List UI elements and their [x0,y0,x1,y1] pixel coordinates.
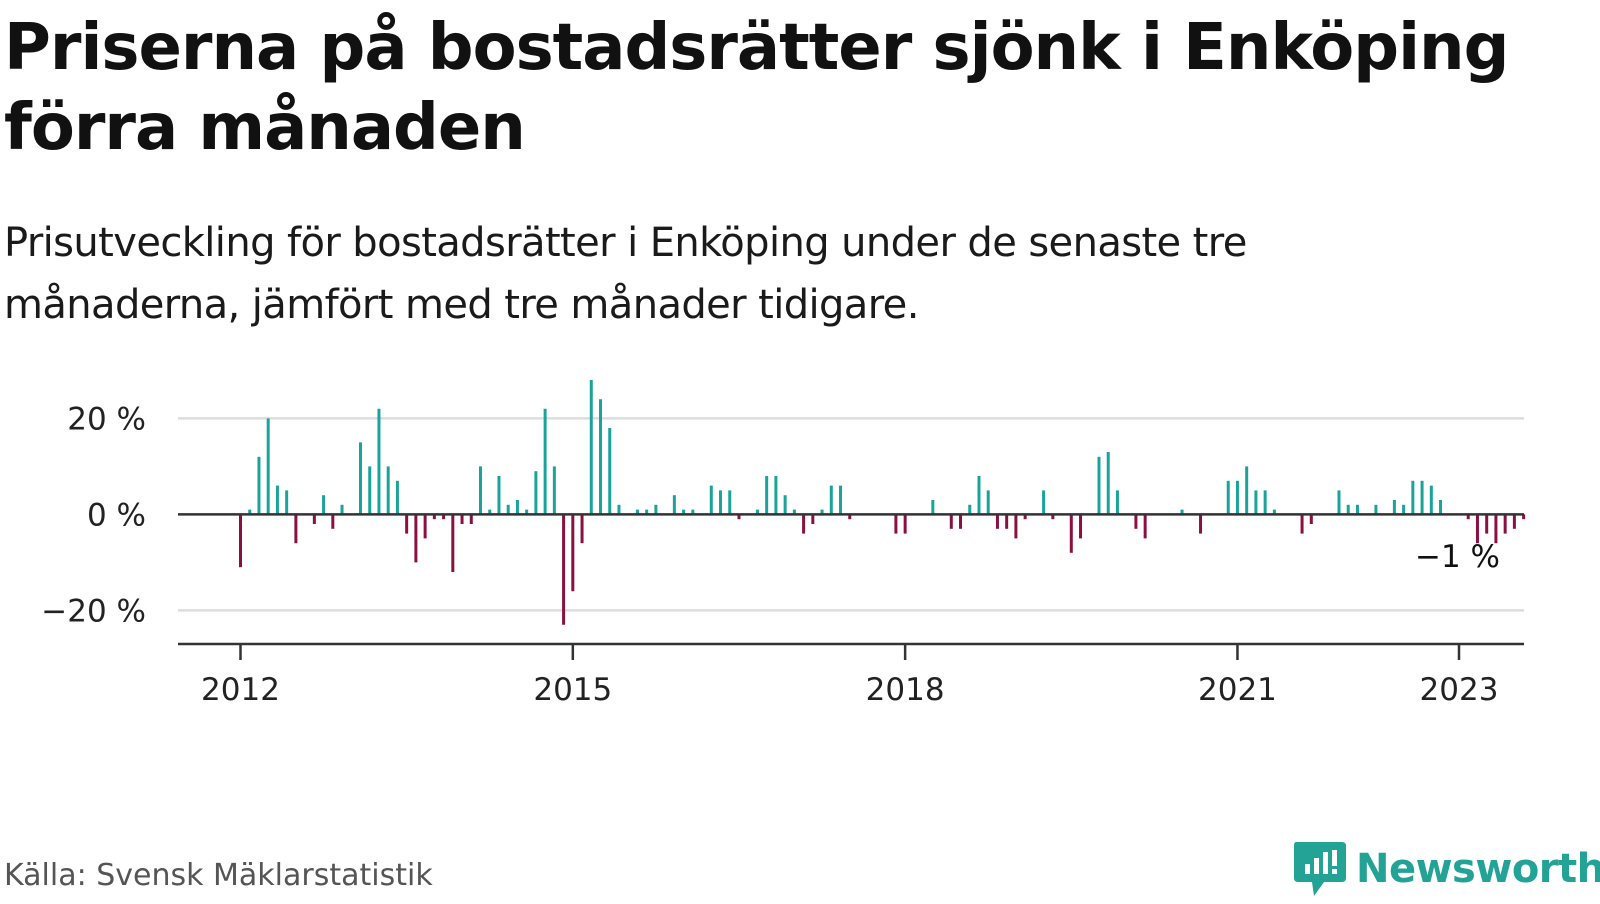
bar-series [239,380,1526,625]
last-value-label: −1 % [1415,539,1500,575]
x-tick-label: 2012 [201,672,280,708]
bar-chart: 2012 2015 2018 2021 2023 20 % 0 % −20 % −1 % [41,380,1526,708]
newsworthy-logo-icon [1294,842,1346,896]
x-axis: 2012 2015 2018 2021 2023 [201,644,1498,708]
x-tick-label: 2015 [533,672,612,708]
y-tick-label: −20 % [41,593,146,629]
chart-title: Priserna på bostadsrätter sjönk i Enköpi… [4,11,1509,165]
gridlines [178,417,1524,612]
y-tick-label: 20 % [67,401,146,437]
x-tick-label: 2021 [1198,672,1277,708]
x-tick-label: 2018 [866,672,945,708]
brand-name: Newsworthy [1356,846,1600,892]
x-tick-label: 2023 [1420,672,1499,708]
y-axis: 20 % 0 % −20 % [41,401,146,629]
newsworthy-logo: Newsworthy [1292,840,1600,900]
chart-subtitle: Prisutveckling för bostadsrätter i Enköp… [4,220,1247,328]
source-note: Källa: Svensk Mäklarstatistik [4,858,433,893]
y-tick-label: 0 % [87,497,146,533]
